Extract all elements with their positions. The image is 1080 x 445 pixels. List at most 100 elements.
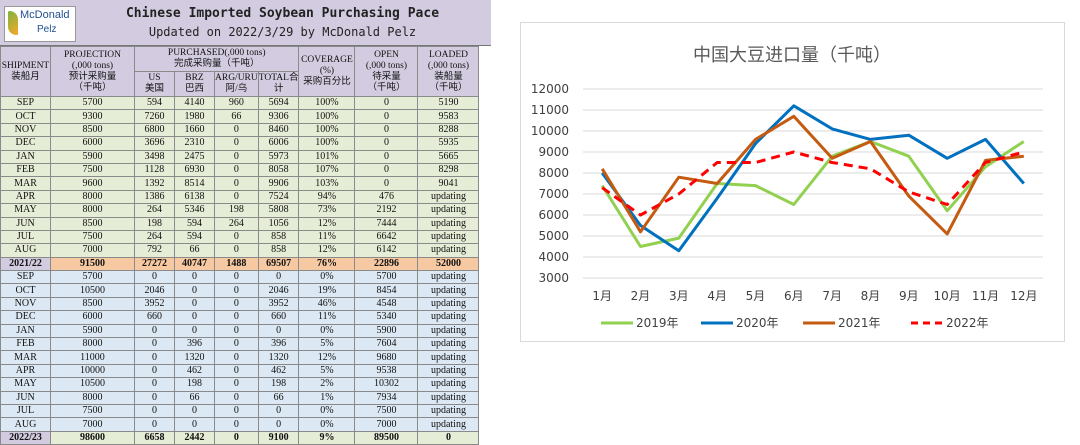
cell-loaded: updating [417,203,480,218]
cell-projection: 6000 [50,310,135,325]
cell-brz: 396 [174,337,215,352]
y-tick-label: 11000 [531,103,569,117]
x-tick-label: 8月 [861,289,881,303]
cell-us: 0 [134,270,175,285]
shipment-label: SHIPMENT [1,60,50,71]
cell-total: 396 [257,337,300,352]
loaded-unit-cn: （千吨） [429,82,468,93]
cell-brz: 1320 [174,350,215,365]
cell-coverage: 100% [298,122,356,138]
table-row: DEC 6000 660 0 0 660 11% 5340 updating [0,310,480,325]
table-head: SHIPMENT 装船月 PROJECTION (,000 tons) 预计采购… [0,46,480,97]
cell-us: 0 [134,403,175,419]
cell-arg: 0 [214,390,259,405]
cell-total: 0 [257,417,300,432]
col-brz-header: BRZ 巴西 [174,71,215,97]
cell-loaded: updating [417,350,480,365]
projection-unit: (,000 tons) [71,60,114,71]
cell-projection: 8000 [50,390,135,405]
cell-total: 0 [257,270,300,285]
open-unit-cn: （千吨） [367,82,406,93]
col-purchased-header: PURCHASED(,000 tons) 完成采购量（千吨） [133,46,300,72]
cell-open: 5900 [354,323,419,339]
chart-y-tick-labels: 3000 4000 5000 6000 7000 8000 9000 10000 11000 12… [531,82,569,285]
mcdonald-pelz-logo: McDonald Pelz [4,6,76,42]
soybean-import-line-chart: 中国大豆进口量（千吨） 3000 4000 5000 6000 7000 8000 9000… [531,45,1043,330]
x-tick-label: 6月 [784,289,804,303]
cell-projection: 5900 [50,149,135,164]
table-row: NOV 8500 6800 1660 0 8460 100% 0 8288 [0,122,480,138]
cell-us: 198 [134,216,175,231]
cell-shipment: MAR [0,176,51,191]
cell-shipment: JUN [0,390,51,405]
series-line-2020年 [600,104,1025,253]
cell-arg: 0 [214,430,259,445]
cell-total: 3952 [257,296,300,312]
cell-us: 594 [134,95,175,111]
cell-arg: 0 [214,350,259,365]
table-row: SEP 5700 0 0 0 0 0% 5700 updating [0,270,480,285]
cell-projection: 7500 [50,229,135,245]
cell-shipment: DEC [0,310,51,325]
open-label-cn: 待采量 [372,71,401,82]
cell-brz: 5346 [174,203,215,218]
cell-brz: 0 [174,283,215,298]
cell-open: 0 [354,95,419,111]
cell-projection: 7500 [50,403,135,419]
cell-coverage: 2% [298,377,356,392]
cell-brz: 594 [174,216,215,231]
cell-open: 7000 [354,417,419,432]
cell-loaded: 5190 [417,95,480,111]
cell-projection: 91500 [50,256,135,272]
cell-total: 1056 [257,216,300,231]
cell-shipment: FEB [0,162,51,178]
cell-open: 6142 [354,243,419,258]
cell-projection: 7500 [50,162,135,178]
cell-brz: 2442 [174,430,215,445]
x-tick-label: 2月 [631,289,651,303]
cell-arg: 1488 [214,256,259,272]
cell-projection: 10000 [50,363,135,379]
cell-open: 9680 [354,350,419,365]
cell-shipment: NOV [0,296,51,312]
cell-brz: 0 [174,270,215,285]
cell-open: 5340 [354,310,419,325]
projection-unit-cn: （千吨） [73,82,112,93]
purchasing-table: SHIPMENT 装船月 PROJECTION (,000 tons) 预计采购… [0,46,480,445]
cell-us: 2046 [134,283,175,298]
cell-brz: 0 [174,296,215,312]
cell-total: 8460 [257,122,300,138]
cell-shipment: AUG [0,417,51,432]
cell-shipment: OCT [0,283,51,298]
col-arg-header: ARG/URU 阿/乌 [214,71,259,97]
cell-projection: 10500 [50,377,135,392]
table-row: JUL 7500 264 594 0 858 11% 6642 updating [0,229,480,245]
cell-open: 0 [354,122,419,138]
purchased-label: PURCHASED(,000 tons) [167,48,266,58]
cell-open: 9538 [354,363,419,379]
x-tick-label: 7月 [822,289,842,303]
cell-coverage: 9% [298,430,356,445]
cell-total: 9306 [257,109,300,124]
cell-brz: 1980 [174,109,215,124]
table-row: JUL 7500 0 0 0 0 0% 7500 updating [0,403,480,419]
y-tick-label: 7000 [538,187,569,201]
projection-label-cn: 预计采购量 [68,71,117,82]
cell-brz: 66 [174,243,215,258]
cell-arg: 0 [214,243,259,258]
cell-total: 0 [257,323,300,339]
cell-brz: 1660 [174,122,215,138]
cell-arg: 0 [214,323,259,339]
cell-projection: 7000 [50,243,135,258]
cell-total: 9100 [257,430,300,445]
table-row: JUN 8500 198 594 264 1056 12% 7444 updating [0,216,480,231]
table-row: OCT 9300 7260 1980 66 9306 100% 0 9583 [0,109,480,124]
total-label-cn: 计 [273,84,284,94]
table-row: MAR 9600 1392 8514 0 9906 103% 0 9041 [0,176,480,191]
cell-brz: 0 [174,310,215,325]
cell-shipment: JUL [0,229,51,245]
table-row: AUG 7000 792 66 0 858 12% 6142 updating [0,243,480,258]
cell-loaded: 8298 [417,162,480,178]
cell-arg: 198 [214,203,259,218]
cell-projection: 7000 [50,417,135,432]
